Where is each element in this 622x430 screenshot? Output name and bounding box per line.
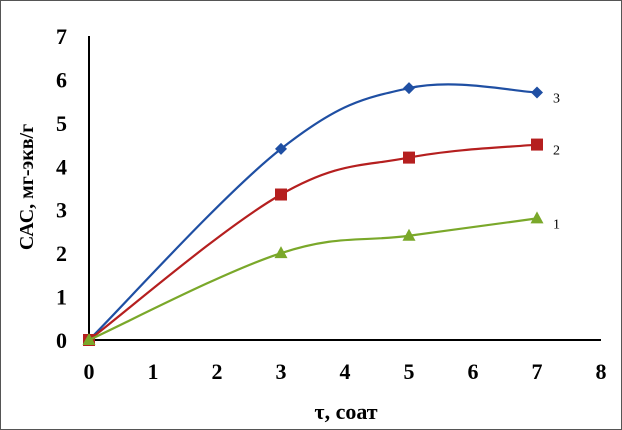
series-1-point — [274, 246, 288, 259]
series-3-point — [403, 82, 415, 95]
y-tick-label: 3 — [56, 198, 67, 223]
series-1-point — [82, 333, 96, 345]
series-2-point — [531, 138, 543, 151]
y-tick-label: 2 — [56, 241, 67, 266]
series-1-point — [402, 228, 416, 241]
x-tick-label: 8 — [596, 359, 607, 384]
series-3-line — [88, 83, 538, 341]
y-tick-label: 0 — [56, 328, 67, 353]
x-tick-label: 5 — [404, 359, 415, 384]
x-tick-label: 6 — [468, 359, 479, 384]
x-tick-label: 4 — [340, 359, 351, 384]
series-2-point — [403, 151, 415, 164]
series-2-line — [88, 143, 538, 341]
x-tick-label: 0 — [84, 359, 95, 384]
axes — [88, 36, 601, 341]
x-tick-label: 7 — [532, 359, 543, 384]
series-1-point — [530, 211, 544, 224]
y-axis-title: САС, мг-экв/г — [16, 124, 38, 250]
series-1-line — [88, 217, 538, 342]
y-tick-label: 1 — [56, 285, 67, 310]
x-tick-label: 1 — [148, 359, 159, 384]
y-tick-label: 4 — [56, 154, 67, 179]
series-2-point — [275, 188, 287, 201]
series-1-label: 1 — [553, 217, 560, 232]
series-2-label: 2 — [553, 144, 560, 159]
series-3-point — [531, 86, 543, 99]
y-tick-label: 7 — [56, 24, 67, 49]
x-tick-label: 2 — [212, 359, 223, 384]
series-3-label: 3 — [553, 91, 560, 106]
series-layer — [82, 82, 544, 346]
x-tick-label: 3 — [276, 359, 287, 384]
x-axis-title: τ, соат — [314, 399, 377, 424]
y-tick-label: 5 — [56, 111, 67, 136]
series-labels: 3 2 1 — [553, 91, 560, 232]
tick-labels: 0 1 2 3 4 5 6 7 8 0 1 2 3 4 5 6 7 — [56, 24, 607, 384]
series-3-point — [275, 142, 287, 155]
y-tick-label: 6 — [56, 67, 67, 92]
